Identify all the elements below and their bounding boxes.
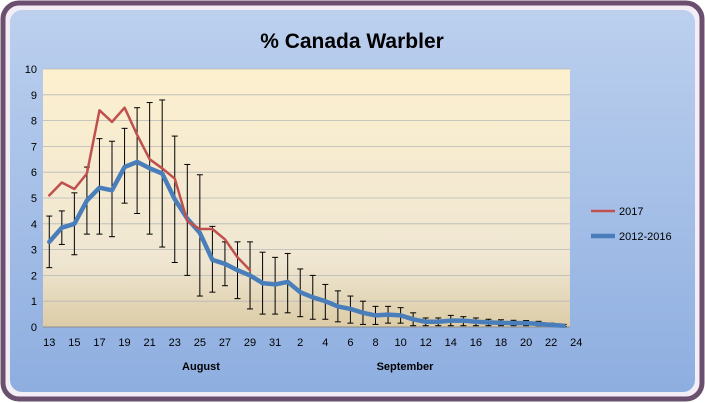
x-tick-label: 22 (545, 337, 557, 349)
month-label-september: September (377, 361, 435, 373)
y-tick-label: 4 (31, 219, 37, 231)
x-tick-label: 15 (68, 337, 80, 349)
x-tick-label: 29 (244, 337, 256, 349)
y-tick-label: 8 (31, 116, 37, 128)
series-line-2012-2016 (47, 159, 566, 328)
y-tick-label: 5 (31, 193, 37, 205)
x-tick-label: 24 (570, 337, 582, 349)
x-axis: 13 15 17 19 21 23 25 27 29 31 2 4 6 8 10 12 14 16 18 20 22 24 (43, 337, 582, 349)
x-tick-label: 21 (144, 337, 156, 349)
legend-label: 2017 (619, 206, 643, 218)
x-tick-label: 25 (194, 337, 206, 349)
legend: 2017 2012-2016 (591, 206, 672, 243)
series-lines (47, 106, 566, 328)
y-tick-label: 2 (31, 270, 37, 282)
x-tick-label: 6 (347, 337, 353, 349)
x-tick-label: 20 (520, 337, 532, 349)
x-tick-label: 27 (219, 337, 231, 349)
y-tick-label: 0 (31, 322, 37, 334)
x-tick-label: 2 (297, 337, 303, 349)
x-tick-label: 31 (269, 337, 281, 349)
x-tick-label: 16 (470, 337, 482, 349)
y-tick-label: 3 (31, 245, 37, 257)
gridlines (43, 68, 570, 328)
y-tick-label: 7 (31, 141, 37, 153)
y-tick-label: 6 (31, 167, 37, 179)
series-line-2017 (48, 106, 252, 272)
x-tick-label: 8 (372, 337, 378, 349)
month-label-august: August (182, 361, 220, 373)
y-tick-label: 9 (31, 90, 37, 102)
x-tick-label: 4 (322, 337, 328, 349)
x-tick-label: 10 (394, 337, 406, 349)
x-tick-label: 18 (495, 337, 507, 349)
x-tick-label: 19 (118, 337, 130, 349)
y-axis: 0 1 2 3 4 5 6 7 8 9 10 (25, 64, 37, 334)
y-tick-label: 1 (31, 296, 37, 308)
x-tick-label: 12 (420, 337, 432, 349)
x-tick-label: 14 (445, 337, 457, 349)
legend-label: 2012-2016 (619, 231, 672, 243)
chart-title: % Canada Warbler (260, 30, 444, 53)
x-tick-label: 23 (169, 337, 181, 349)
x-tick-label: 17 (93, 337, 105, 349)
x-tick-label: 13 (43, 337, 55, 349)
y-tick-label: 10 (25, 64, 37, 76)
